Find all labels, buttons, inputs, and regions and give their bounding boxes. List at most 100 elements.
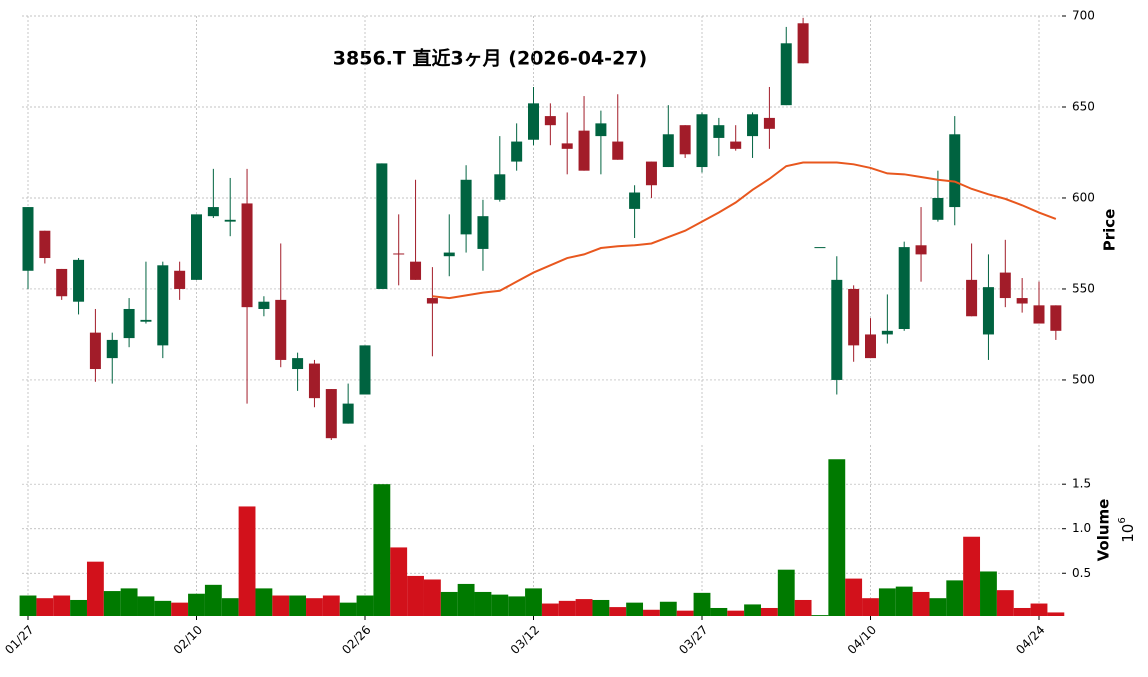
volume-bar	[70, 599, 87, 616]
candle-body	[966, 279, 978, 317]
candle-body	[106, 339, 118, 359]
candle-body	[662, 134, 674, 168]
volume-bar	[575, 599, 593, 616]
candle-body	[932, 197, 944, 220]
volume-bar	[221, 598, 239, 616]
x-tick-label: 01/27	[2, 623, 36, 657]
y2-axis-label: Volume	[1095, 499, 1113, 562]
candle-body	[696, 114, 708, 168]
volume-bar	[204, 584, 222, 616]
candle-body	[73, 259, 85, 302]
volume-bar	[171, 602, 189, 616]
volume-bar	[946, 580, 964, 616]
volume-bar	[659, 601, 677, 616]
volume-bar	[693, 592, 711, 616]
candle-body	[1050, 305, 1062, 331]
volume-bar	[86, 561, 104, 616]
candle-body	[292, 358, 304, 370]
candle-body	[460, 179, 472, 235]
candle-body	[56, 268, 68, 297]
volume-bar	[474, 591, 492, 616]
volume-bar	[306, 598, 323, 616]
candle-body	[22, 207, 34, 271]
volume-bar	[272, 595, 290, 616]
candle-body	[528, 103, 539, 140]
candle-body	[39, 230, 51, 259]
candle-body	[629, 192, 641, 209]
volume-bar	[457, 583, 475, 616]
candle-body	[814, 247, 826, 249]
volume-bar	[390, 547, 408, 616]
candle-body	[848, 288, 860, 346]
candle-body	[982, 287, 994, 335]
volume-bar	[558, 600, 576, 616]
volume-bar	[440, 591, 458, 616]
volume-bar	[727, 610, 745, 616]
x-tick-label: 03/27	[676, 623, 710, 657]
candle-body	[477, 216, 489, 249]
y2-tick-label: 1.0	[1072, 521, 1091, 535]
candle-body	[393, 253, 405, 255]
volume-bar	[1030, 603, 1048, 616]
candle-body	[1016, 298, 1028, 304]
candle-body	[780, 43, 792, 106]
volume-bar	[1047, 612, 1065, 616]
candle-body	[561, 143, 573, 149]
candle-body	[443, 252, 455, 257]
volume-bar	[322, 595, 340, 616]
volume-bar	[491, 594, 509, 616]
volume-bar	[289, 595, 307, 616]
volume-bar	[423, 579, 441, 616]
volume-bar	[643, 609, 660, 616]
candle-body	[275, 299, 287, 360]
volume-bar	[710, 607, 728, 616]
volume-bar	[963, 536, 981, 616]
volume-bar	[980, 571, 997, 616]
candle-body	[797, 23, 809, 64]
candle-body	[578, 130, 590, 171]
x-tick-label: 04/24	[1013, 623, 1047, 657]
y-tick-label: 650	[1072, 99, 1095, 113]
volume-bar	[339, 602, 357, 616]
candle-body	[325, 389, 337, 439]
moving-average-line	[432, 161, 1057, 300]
candle-body	[140, 319, 152, 322]
volume-bar	[878, 588, 896, 616]
candle-body	[258, 301, 270, 309]
volume-bar	[188, 593, 205, 616]
volume-bar	[407, 575, 424, 616]
volume-bar	[154, 600, 172, 616]
candle-body	[544, 116, 556, 126]
y2-tick-label: 0.5	[1072, 566, 1091, 580]
candle-body	[511, 141, 523, 162]
candle-body	[881, 330, 893, 335]
volume-bar	[744, 604, 761, 616]
volume-bar	[373, 484, 391, 616]
volume-bar	[609, 607, 627, 616]
candle-body	[123, 308, 135, 339]
x-tick-label: 03/12	[508, 623, 542, 657]
volume-bar	[1013, 607, 1031, 616]
volume-bar	[541, 603, 559, 616]
y-tick-label: 700	[1072, 9, 1095, 23]
candle-body	[494, 174, 506, 200]
candle-body	[949, 134, 961, 208]
volume-bar	[53, 595, 71, 616]
x-tick-label: 02/26	[339, 623, 373, 657]
candle-body	[224, 219, 236, 222]
candle-body	[763, 117, 775, 129]
volume-bar	[19, 595, 37, 616]
candle-body	[157, 265, 169, 346]
candle-body	[426, 298, 438, 304]
candle-body	[898, 247, 910, 329]
volume-bar	[592, 599, 610, 616]
candle-body	[612, 141, 624, 160]
volume-bar	[626, 602, 644, 616]
candle-body	[747, 114, 759, 137]
candle-body	[999, 272, 1011, 299]
volume-bar	[794, 599, 812, 616]
volume-bar	[676, 610, 694, 616]
volume-bar	[103, 591, 121, 616]
volume-bar	[137, 596, 155, 616]
